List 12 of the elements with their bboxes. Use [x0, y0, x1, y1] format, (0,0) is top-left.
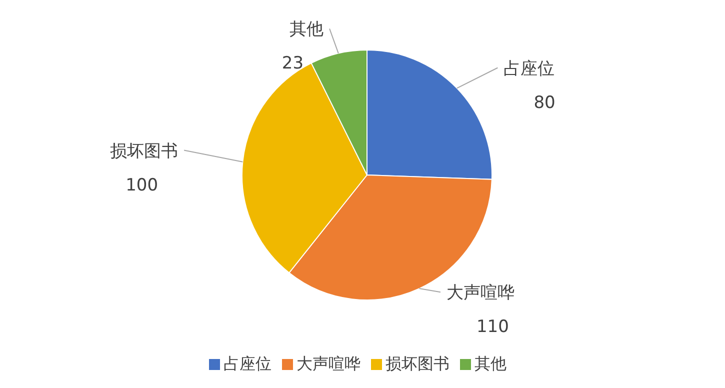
data-label: 80: [534, 92, 556, 113]
data-label: 110: [476, 317, 509, 338]
data-label: 100: [126, 175, 158, 196]
legend-label: 占座位: [224, 354, 272, 373]
legend-label: 其他: [474, 354, 506, 373]
slice-label: 其他: [290, 20, 324, 40]
slice-label: 损坏图书: [110, 141, 178, 162]
legend-label: 损坏图书: [386, 354, 450, 373]
slice-label: 占座位: [504, 58, 555, 79]
slice-label: 大声喧哗: [446, 283, 514, 304]
legend-label: 大声喧哗: [296, 354, 360, 373]
data-label: 23: [282, 54, 304, 74]
